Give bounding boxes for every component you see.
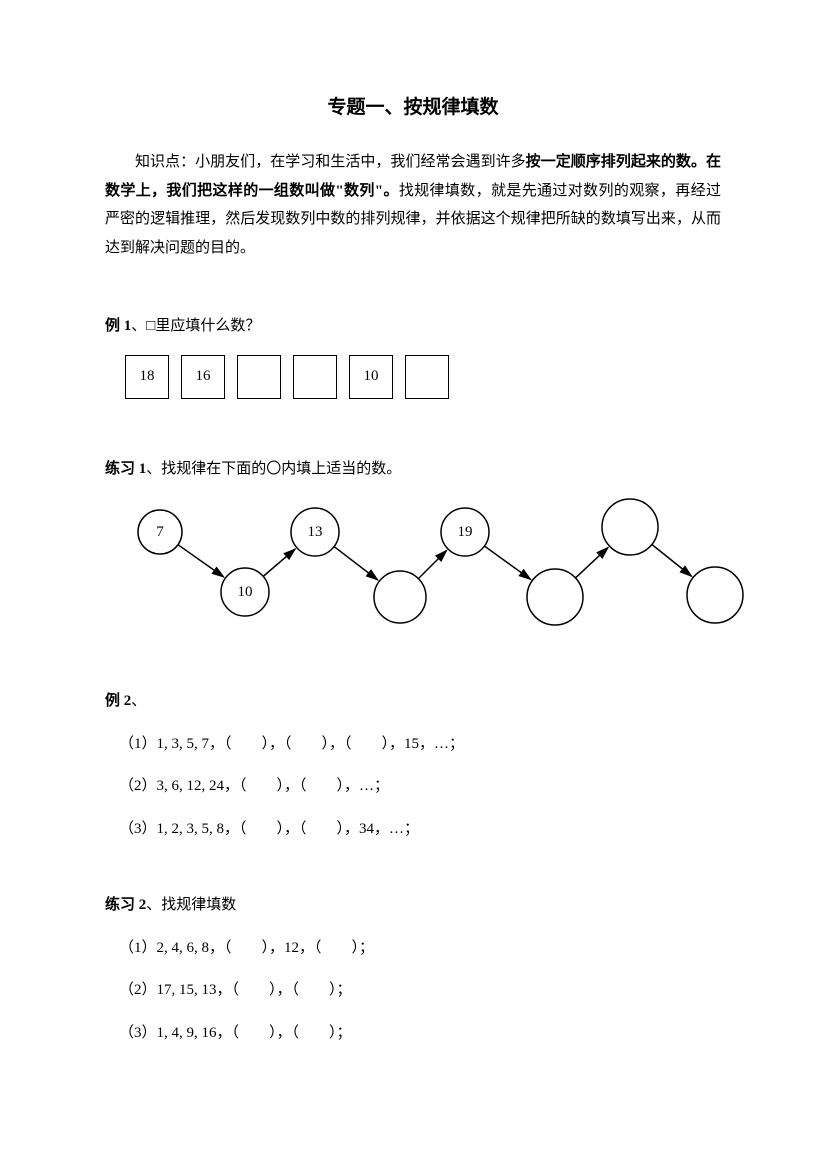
svg-text:7: 7 <box>156 524 164 540</box>
example-1-question: 、□里应填什么数？ <box>131 318 260 334</box>
num-box <box>405 355 449 399</box>
sequence-item: （2）3, 6, 12, 24，（ ），（ ），…； <box>119 772 721 801</box>
num-box: 16 <box>181 355 225 399</box>
example-2-question: 、 <box>131 693 146 709</box>
example-1-heading: 例 1、□里应填什么数？ <box>105 312 721 341</box>
sequence-item: （1）1, 3, 5, 7，（ ），（ ），（ ），15，…； <box>119 730 721 759</box>
intro-paragraph: 知识点：小朋友们，在学习和生活中，我们经常会遇到许多按一定顺序排列起来的数。在数… <box>105 148 721 262</box>
practice-1-label: 练习 1 <box>105 461 146 477</box>
example-2-label: 例 2 <box>105 693 131 709</box>
practice-2-question: 、找规律填数 <box>146 897 236 913</box>
practice-2-heading: 练习 2、找规律填数 <box>105 891 721 920</box>
practice-2-label: 练习 2 <box>105 897 146 913</box>
num-box: 10 <box>349 355 393 399</box>
intro-pre: 知识点：小朋友们，在学习和生活中，我们经常会遇到许多 <box>135 154 526 170</box>
svg-text:13: 13 <box>308 524 323 540</box>
sequence-item: （3）1, 2, 3, 5, 8，（ ），（ ），34，…； <box>119 815 721 844</box>
num-box <box>237 355 281 399</box>
practice-1-question: 、找规律在下面的〇内填上适当的数。 <box>146 461 401 477</box>
circle-sequence-diagram: 7 10 13 19 <box>115 497 721 637</box>
sequence-item: （1）2, 4, 6, 8，（ ），12，（ ）； <box>119 934 721 963</box>
sequence-item: （3）1, 4, 9, 16，（ ），（ ）； <box>119 1019 721 1048</box>
practice-2-list: （1）2, 4, 6, 8，（ ），12，（ ）； （2）17, 15, 13，… <box>119 934 721 1048</box>
num-box <box>293 355 337 399</box>
example-2-list: （1）1, 3, 5, 7，（ ），（ ），（ ），15，…； （2）3, 6,… <box>119 730 721 844</box>
num-box: 18 <box>125 355 169 399</box>
example-2-heading: 例 2、 <box>105 687 721 716</box>
practice-1-heading: 练习 1、找规律在下面的〇内填上适当的数。 <box>105 455 721 484</box>
sequence-item: （2）17, 15, 13，（ ），（ ）； <box>119 976 721 1005</box>
svg-text:19: 19 <box>458 524 473 540</box>
page-title: 专题一、按规律填数 <box>105 90 721 126</box>
example-1-boxes: 18 16 10 <box>125 355 721 399</box>
svg-text:10: 10 <box>238 584 253 600</box>
example-1-label: 例 1 <box>105 318 131 334</box>
